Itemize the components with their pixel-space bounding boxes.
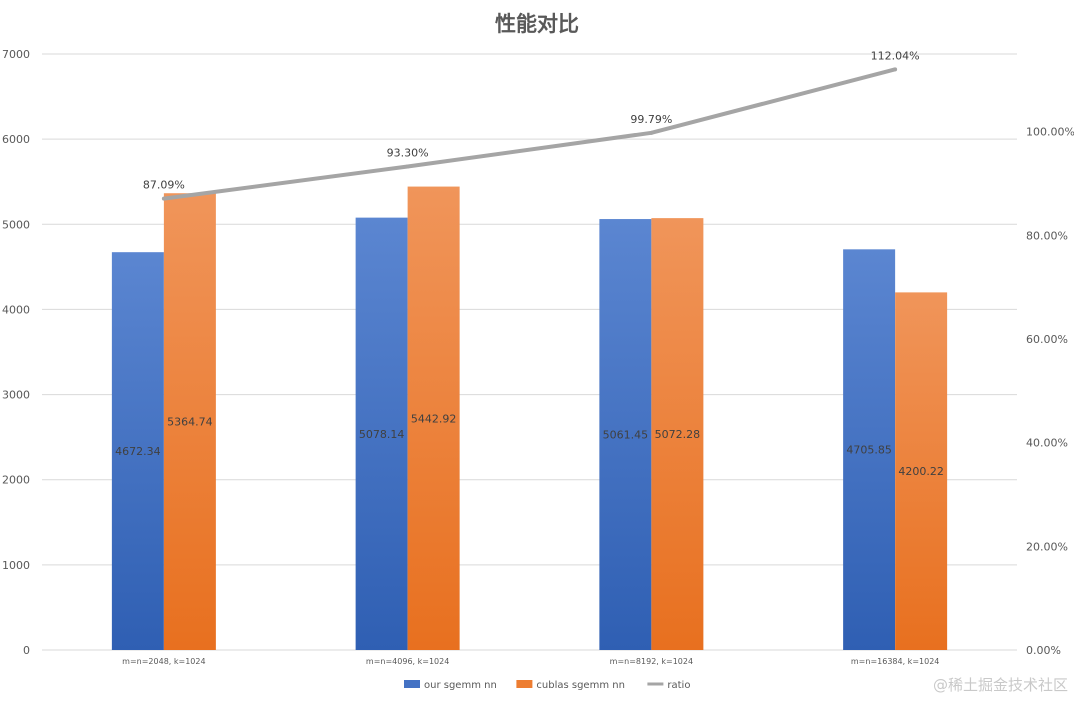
y2-tick-label: 80.00%	[1026, 229, 1068, 242]
x-tick-label: m=n=8192, k=1024	[610, 657, 693, 666]
ratio-line	[163, 67, 896, 201]
bar-cublas-sgemm	[651, 218, 704, 650]
y-tick-label: 0	[23, 644, 30, 657]
bar-our-sgemm	[111, 252, 164, 650]
bar-cublas-sgemm	[163, 193, 216, 650]
legend-swatch	[404, 680, 420, 688]
y2-tick-label: 60.00%	[1026, 333, 1068, 346]
y-tick-label: 1000	[2, 559, 30, 572]
y2-tick-label: 0.00%	[1026, 644, 1061, 657]
ratio-point	[649, 130, 654, 135]
y2-tick-label: 40.00%	[1026, 437, 1068, 450]
bar-data-label: 5364.74	[167, 416, 213, 429]
y-tick-label: 5000	[2, 218, 30, 231]
legend-swatch	[516, 680, 533, 688]
y-tick-label: 7000	[2, 48, 30, 61]
bar-data-label: 5072.28	[655, 428, 701, 441]
ratio-data-label: 87.09%	[143, 179, 185, 192]
bar-data-label: 4705.85	[846, 444, 892, 457]
y2-tick-label: 100.00%	[1026, 126, 1074, 139]
bar-our-sgemm	[355, 217, 408, 651]
legend-label: our sgemm nn	[424, 680, 497, 691]
legend-label: cublas sgemm nn	[536, 680, 625, 691]
ratio-data-label: 93.30%	[387, 146, 429, 159]
bar-cublas-sgemm	[407, 186, 460, 651]
y-tick-label: 4000	[2, 303, 30, 316]
ratio-point	[161, 196, 166, 201]
y-tick-label: 6000	[2, 133, 30, 146]
bar-our-sgemm	[599, 219, 652, 650]
bar-data-label: 5061.45	[603, 429, 649, 442]
ratio-data-label: 99.79%	[630, 113, 672, 126]
ratio-point	[893, 67, 898, 72]
y-tick-label: 3000	[2, 389, 30, 402]
bar-cublas-sgemm	[895, 292, 948, 650]
chart-title: 性能对比	[495, 12, 579, 36]
bar-data-label: 5442.92	[411, 412, 457, 425]
y-tick-label: 2000	[2, 474, 30, 487]
x-tick-label: m=n=16384, k=1024	[851, 657, 940, 666]
x-tick-label: m=n=2048, k=1024	[122, 657, 205, 666]
bar-data-label: 4200.22	[898, 465, 944, 478]
bar-data-label: 5078.14	[359, 428, 405, 441]
ratio-data-label: 112.04%	[871, 49, 920, 62]
ratio-point	[405, 164, 410, 169]
y2-tick-label: 20.00%	[1026, 540, 1068, 553]
x-tick-label: m=n=4096, k=1024	[366, 657, 449, 666]
bar-data-label: 4672.34	[115, 445, 161, 458]
watermark-text: @稀土掘金技术社区	[932, 676, 1068, 694]
legend-label: ratio	[667, 680, 690, 691]
bar-our-sgemm	[843, 249, 896, 650]
